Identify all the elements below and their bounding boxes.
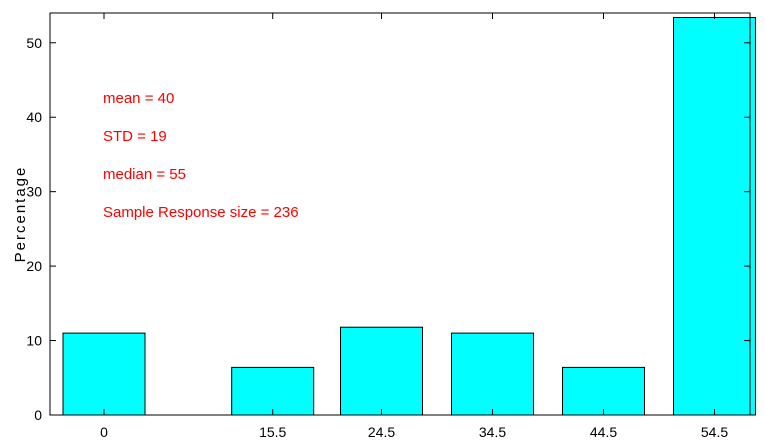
bar-54.5: [673, 17, 756, 416]
y-tick-label: 30: [26, 184, 42, 200]
ticks-layer: [50, 13, 750, 416]
x-tick-label: 0: [100, 424, 108, 440]
bars-layer: [62, 17, 756, 416]
y-tick-label: 40: [26, 109, 42, 125]
y-tick-labels: 0 10 20 30 40 50: [26, 35, 42, 423]
y-tick-label: 0: [34, 407, 42, 423]
x-tick-label: 54.5: [701, 424, 728, 440]
stat-annotation: Sample Response size = 236: [103, 204, 299, 221]
x-tick-label: 15.5: [259, 424, 286, 440]
x-tick-label: 34.5: [479, 424, 506, 440]
bar-24.5: [340, 326, 423, 416]
bar-15.5: [231, 366, 315, 416]
x-tick-label: 24.5: [368, 424, 395, 440]
stat-annotation: STD = 19: [103, 128, 167, 145]
y-tick-label: 50: [26, 35, 42, 51]
bar-0: [62, 332, 146, 416]
x-tick-labels: 0 15.5 24.5 34.5 44.5 54.5: [100, 424, 728, 440]
y-tick-label: 10: [26, 333, 42, 349]
annotations: mean = 40 STD = 19 median = 55 Sample Respo…: [103, 90, 299, 221]
y-tick-label: 20: [26, 258, 42, 274]
y-axis-label: Percentage: [12, 166, 29, 263]
bar-34.5: [451, 332, 534, 416]
plot-frame: [49, 12, 751, 416]
x-tick-label: 44.5: [590, 424, 617, 440]
stat-annotation: mean = 40: [103, 90, 174, 107]
stat-annotation: median = 55: [103, 166, 186, 183]
bar-44.5: [562, 366, 645, 416]
